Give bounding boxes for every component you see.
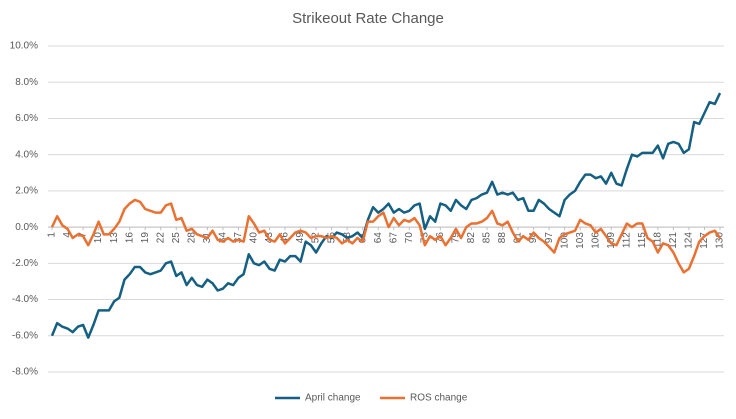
x-tick-label: 97 <box>544 232 555 244</box>
x-tick-label: 124 <box>684 232 695 249</box>
x-tick-label: 121 <box>668 232 679 249</box>
x-tick-label: 85 <box>482 232 493 244</box>
x-tick-label: 130 <box>715 232 726 249</box>
legend-label: April change <box>305 393 361 404</box>
x-tick-label: 52 <box>311 232 322 244</box>
x-tick-label: 64 <box>373 232 384 244</box>
y-tick-label: 10.0% <box>10 41 38 52</box>
x-tick-label: 70 <box>404 232 415 244</box>
y-tick-label: -4.0% <box>12 294 38 305</box>
x-tick-label: 88 <box>497 232 508 244</box>
x-tick-label: 19 <box>140 232 151 244</box>
x-tick-label: 73 <box>419 232 430 244</box>
x-tick-label: 37 <box>233 232 244 244</box>
x-tick-label: 25 <box>171 232 182 244</box>
x-tick-label: 49 <box>295 232 306 244</box>
x-tick-label: 91 <box>513 232 524 244</box>
x-tick-label: 115 <box>637 232 648 248</box>
x-tick-label: 118 <box>653 232 664 248</box>
x-tick-label: 1 <box>47 232 58 238</box>
y-tick-label: -8.0% <box>12 367 38 378</box>
legend-label: ROS change <box>410 393 468 404</box>
x-tick-label: 127 <box>699 232 710 249</box>
y-tick-label: -6.0% <box>12 330 38 341</box>
x-tick-label: 10 <box>93 232 104 244</box>
x-tick-label: 34 <box>218 232 229 244</box>
y-tick-label: -2.0% <box>12 258 38 269</box>
x-tick-label: 4 <box>62 232 73 238</box>
series-line <box>50 198 722 274</box>
x-tick-label: 112 <box>621 232 632 248</box>
x-tick-label: 82 <box>466 232 477 244</box>
x-tick-label: 7 <box>78 232 89 238</box>
x-tick-label: 13 <box>109 232 120 244</box>
x-tick-label: 106 <box>590 232 601 249</box>
x-tick-label: 79 <box>451 232 462 244</box>
x-tick-label: 43 <box>264 232 275 244</box>
series-line <box>50 92 722 339</box>
x-tick-label: 22 <box>155 232 166 244</box>
x-tick-label: 94 <box>528 232 539 244</box>
y-tick-label: 0.0% <box>15 222 38 233</box>
y-tick-label: 6.0% <box>15 113 38 124</box>
x-tick-label: 103 <box>575 232 586 249</box>
x-tick-label: 109 <box>606 232 617 249</box>
x-tick-label: 100 <box>559 232 570 249</box>
x-tick-label: 67 <box>388 232 399 244</box>
y-tick-label: 2.0% <box>15 186 38 197</box>
y-tick-label: 8.0% <box>15 77 38 88</box>
x-tick-label: 40 <box>249 232 260 244</box>
x-tick-label: 16 <box>124 232 135 244</box>
chart-title: Strikeout Rate Change <box>292 10 444 27</box>
y-tick-label: 4.0% <box>15 149 38 160</box>
x-tick-label: 28 <box>186 232 197 244</box>
x-tick-label: 46 <box>280 232 291 244</box>
